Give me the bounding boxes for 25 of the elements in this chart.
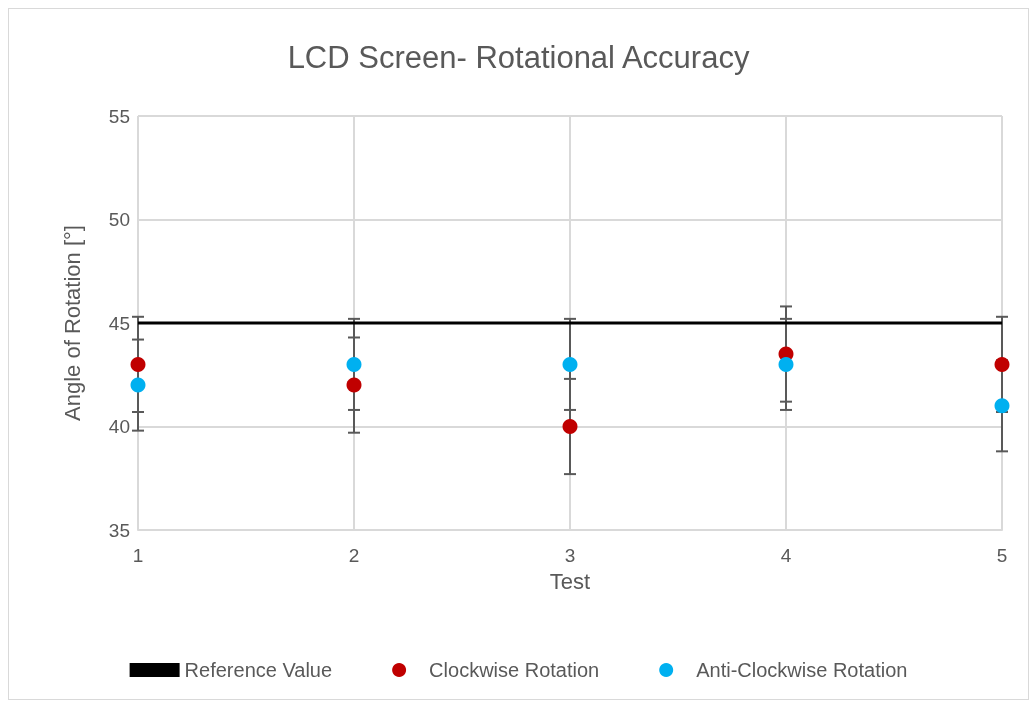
legend-label: Clockwise Rotation — [429, 659, 600, 681]
chart-title: LCD Screen- Rotational Accuracy — [287, 40, 750, 75]
y-tick-label: 55 — [108, 105, 130, 127]
point — [130, 356, 146, 372]
y-axis-title: Angle of Rotation [°] — [59, 225, 85, 421]
point — [130, 377, 146, 393]
x-tick-label: 4 — [780, 545, 792, 566]
point — [562, 419, 578, 434]
point — [346, 356, 362, 372]
point — [994, 356, 1010, 372]
y-tick-label: 35 — [108, 519, 130, 541]
x-tick-label: 5 — [996, 545, 1008, 566]
y-tick-label: 40 — [108, 416, 130, 437]
y-tick-label: 45 — [108, 312, 130, 334]
point — [994, 398, 1010, 414]
x-tick-label: 1 — [132, 545, 144, 566]
y-tick-label: 50 — [108, 209, 130, 230]
legend-label: Reference Value — [184, 659, 333, 681]
legend-label: Anti-Clockwise Rotation — [696, 659, 908, 681]
point — [346, 377, 362, 393]
x-tick-label: 3 — [564, 545, 576, 566]
x-tick-label: 2 — [348, 545, 360, 566]
point — [562, 356, 578, 372]
x-axis-title: Test — [549, 568, 591, 594]
point — [778, 356, 794, 372]
